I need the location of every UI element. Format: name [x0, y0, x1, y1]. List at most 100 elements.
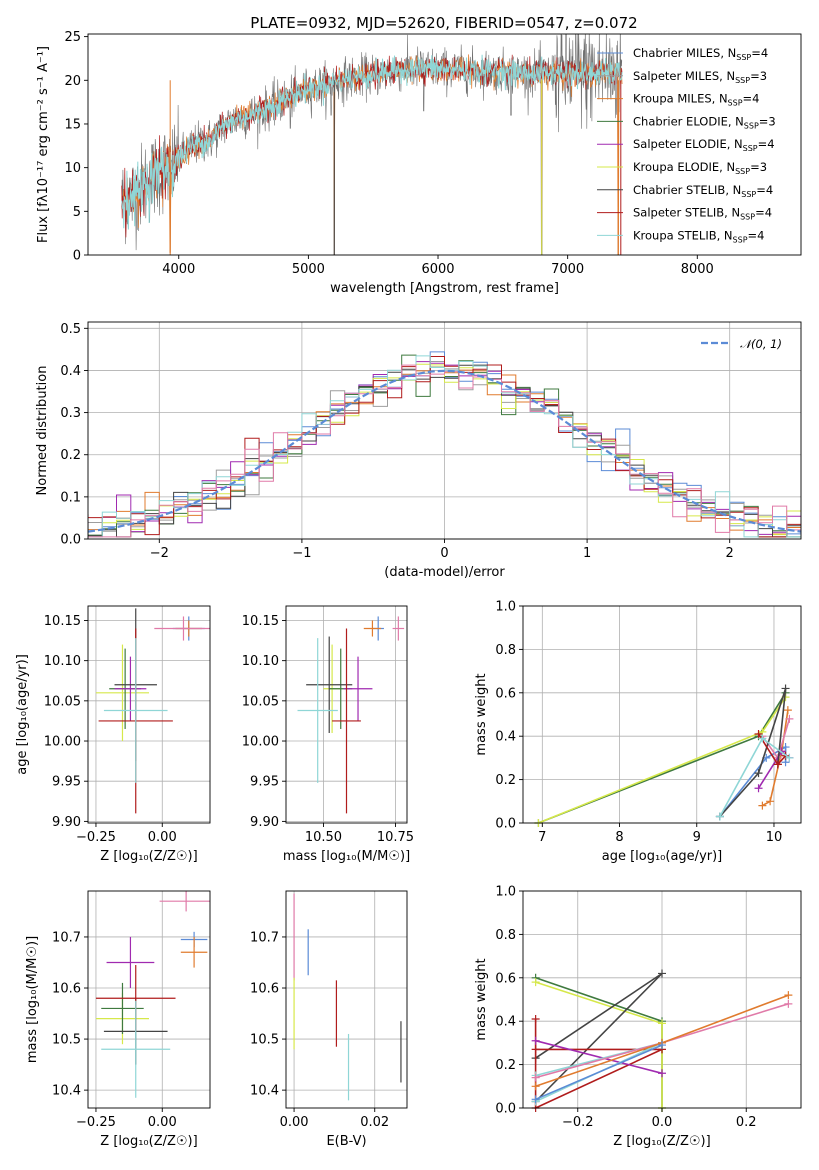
axes-frame [87, 605, 211, 824]
legend-label: Salpeter MILES, NSSP=3 [633, 69, 767, 85]
legend-label-text: Kroupa MILES, N [633, 92, 728, 106]
mass-weight-marker [658, 969, 666, 978]
legend-label-tail: =3 [750, 69, 767, 83]
x-tick-label: 0.0 [652, 1115, 673, 1130]
y-tick-label: 10.4 [250, 1084, 279, 1099]
legend-label-tail: =3 [759, 114, 776, 128]
y-tick-label: 0.2 [60, 448, 81, 463]
y-tick-label: 10.6 [250, 982, 279, 997]
x-tick-label: 2 [726, 546, 734, 561]
y-tick-label: 1.0 [495, 885, 516, 900]
mass-weight-marker [531, 978, 540, 987]
mass-weight-line [535, 972, 663, 1103]
spectrum-panel: 4000 5000 6000 7000 8000 0 5 10 15 20 25 wavelength… [36, 14, 802, 296]
x-tick-label: 0.2 [736, 1115, 757, 1130]
y-tick-label: 0.4 [495, 1015, 516, 1030]
x-tick-label: −0.25 [76, 830, 116, 845]
y-tick-label: 10.15 [44, 614, 81, 629]
x-axis-label: mass [log₁₀(M/M☉)] [283, 849, 410, 864]
mass-weight-line [719, 688, 787, 818]
y-tick-label: 10.00 [44, 735, 81, 750]
mass-weight-marker [773, 760, 782, 769]
age-vs-metallicity-panel: −0.25 0.00 9.90 9.95 10.00 10.05 10.10 10.15 Z [… [15, 605, 211, 864]
mass-weight-marker [658, 1041, 666, 1050]
legend-label-subscript: SSP [733, 235, 748, 244]
legend-label-subscript: SSP [740, 213, 755, 222]
legend-label: 𝒩(0, 1) [740, 337, 782, 351]
x-axis-label: wavelength [Angstrom, rest frame] [330, 281, 559, 296]
mass-weight-marker [531, 1015, 540, 1024]
normal-curve [87, 369, 802, 533]
mass-weight-line [535, 977, 663, 1108]
y-axis-label: Flux [fλ10⁻¹⁷ erg cm⁻² s⁻¹ A⁻¹] [36, 46, 51, 243]
axes-frame [87, 33, 802, 256]
y-tick-label: 1.0 [495, 600, 516, 615]
legend-label: Chabrier MILES, NSSP=4 [633, 46, 768, 62]
mass-weight-line [535, 1039, 663, 1075]
mass-weight-marker [781, 684, 790, 693]
y-tick-label: 5 [73, 205, 81, 220]
y-tick-label: 9.95 [52, 775, 81, 790]
mass-weight-marker [766, 797, 775, 806]
legend-label: Kroupa STELIB, NSSP=4 [633, 228, 764, 244]
mass-weight-line [762, 710, 789, 807]
y-tick-label: 0.0 [60, 533, 81, 548]
x-tick-label: 0.02 [360, 1115, 389, 1130]
legend-label-text: Chabrier MILES, N [633, 46, 736, 60]
y-tick-label: 10.10 [44, 654, 81, 669]
mass-weight-marker [531, 1045, 540, 1054]
mass-weight-marker [785, 753, 794, 762]
x-tick-label: 0.00 [148, 1115, 177, 1130]
x-tick-label: 10.75 [377, 830, 414, 845]
y-tick-label: 0.2 [495, 773, 516, 788]
model-spectrum-kroupa_stelib [121, 54, 623, 230]
mass-weight-marker [785, 714, 794, 723]
residuals-panel: −2 −1 0 1 2 0.0 0.1 0.2 0.3 0.4 0.5 (data-model)/er… [35, 321, 802, 580]
y-tick-label: 0.4 [60, 364, 81, 379]
y-tick-label: 0.3 [60, 406, 81, 421]
x-tick-label: 10 [766, 830, 783, 845]
x-tick-label: 7000 [551, 262, 584, 277]
y-tick-label: 25 [64, 30, 81, 45]
x-tick-label: −2 [150, 546, 169, 561]
x-axis-label: (data-model)/error [384, 565, 505, 580]
legend-label: Salpeter ELODIE, NSSP=4 [633, 137, 775, 153]
mass-weight-line [535, 1044, 663, 1101]
axes-frame [522, 605, 802, 824]
legend-label-tail: =4 [756, 183, 773, 197]
mass-weight-marker [754, 784, 763, 793]
legend-label-subscript: SSP [744, 121, 759, 130]
x-tick-label: 9 [693, 830, 701, 845]
x-axis-label: Z [log₁₀(Z/Z☉)] [100, 849, 197, 864]
massweight-vs-metallicity-panel: −0.2 0.0 0.2 0.0 0.2 0.4 0.6 0.8 1.0 Z [log₁₀(Z/Z… [474, 885, 802, 1149]
y-tick-label: 9.90 [250, 815, 279, 830]
y-tick-label: 0.0 [495, 1102, 516, 1117]
y-axis-label: age [log₁₀(age/yr)] [15, 654, 30, 775]
x-tick-label: 10.50 [305, 830, 342, 845]
legend-label-subscript: SSP [735, 76, 750, 85]
legend-label-text: Salpeter MILES, N [633, 69, 735, 83]
x-tick-label: −1 [292, 546, 311, 561]
y-axis-label: Normed distribution [35, 366, 50, 496]
y-tick-label: 10.05 [44, 694, 81, 709]
mass-weight-line [538, 696, 787, 824]
legend-label-text: Salpeter ELODIE, N [633, 137, 743, 151]
mass-weight-marker [658, 1019, 666, 1028]
x-tick-label: 8000 [681, 262, 714, 277]
x-axis-label: age [log₁₀(age/yr)] [602, 849, 723, 864]
legend-label-subscript: SSP [735, 167, 750, 176]
mass-weight-marker [531, 1095, 540, 1104]
y-tick-label: 10.7 [250, 930, 279, 945]
y-tick-label: 0.2 [495, 1058, 516, 1073]
axes-frame [285, 890, 408, 1109]
mass-weight-marker [531, 1082, 540, 1091]
x-tick-label: 0.00 [148, 830, 177, 845]
y-tick-label: 0.8 [495, 928, 516, 943]
x-tick-label: 5000 [292, 262, 325, 277]
legend-label-subscript: SSP [741, 190, 756, 199]
y-axis-label: mass weight [474, 673, 489, 755]
y-axis-label: mass weight [474, 958, 489, 1040]
chart-title: PLATE=0932, MJD=52620, FIBERID=0547, z=0… [250, 14, 637, 32]
legend-label-subscript: SSP [743, 144, 758, 153]
